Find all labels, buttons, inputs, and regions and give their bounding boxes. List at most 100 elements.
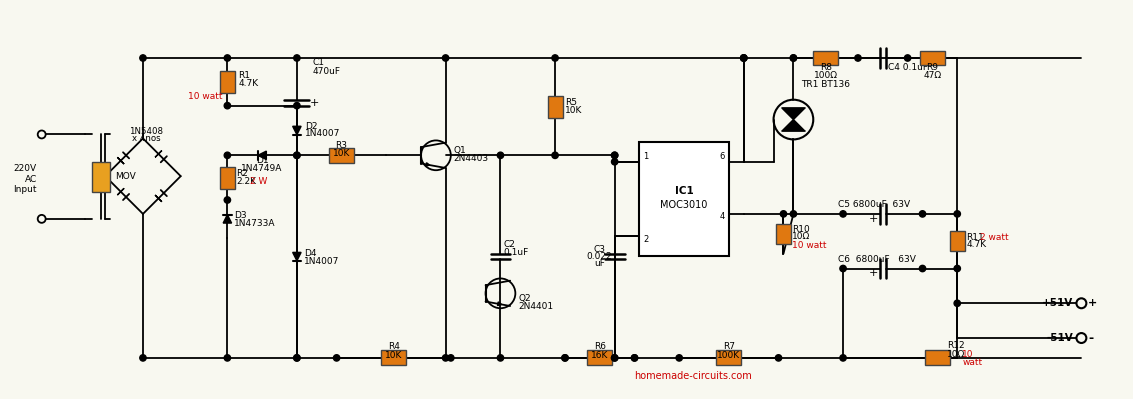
FancyBboxPatch shape (925, 350, 949, 365)
Circle shape (854, 55, 861, 61)
Circle shape (224, 152, 230, 158)
Circle shape (612, 158, 617, 165)
Text: Q2: Q2 (518, 294, 531, 303)
Text: C5 6800uF  63V: C5 6800uF 63V (838, 200, 910, 209)
Text: D3: D3 (235, 211, 247, 220)
Text: 0.1uF: 0.1uF (503, 248, 529, 257)
Circle shape (224, 55, 230, 61)
FancyBboxPatch shape (776, 224, 791, 244)
Text: 2 watt: 2 watt (980, 233, 1008, 242)
Text: MOV: MOV (116, 172, 136, 181)
FancyBboxPatch shape (920, 51, 945, 65)
Circle shape (954, 265, 961, 272)
Circle shape (612, 355, 617, 361)
Text: 1N5408: 1N5408 (129, 127, 163, 136)
Text: C4 0.1uF: C4 0.1uF (888, 63, 928, 73)
Text: 100Ω: 100Ω (813, 71, 837, 80)
Text: 1N4007: 1N4007 (305, 129, 340, 138)
Circle shape (840, 265, 846, 272)
Text: D4: D4 (304, 249, 316, 258)
Circle shape (840, 211, 846, 217)
Text: 10Ω: 10Ω (792, 232, 811, 241)
Text: R7: R7 (723, 342, 735, 352)
Text: R4: R4 (387, 342, 400, 352)
Circle shape (139, 355, 146, 361)
Circle shape (904, 55, 911, 61)
Polygon shape (426, 163, 429, 166)
Circle shape (741, 55, 747, 61)
Circle shape (562, 355, 568, 361)
Text: 1N4749A: 1N4749A (241, 164, 283, 173)
Circle shape (919, 265, 926, 272)
Text: -: - (1089, 332, 1093, 344)
FancyBboxPatch shape (330, 148, 353, 163)
Circle shape (224, 103, 230, 109)
FancyBboxPatch shape (547, 96, 562, 118)
Text: 2: 2 (644, 235, 649, 244)
Polygon shape (223, 215, 231, 223)
Circle shape (497, 355, 504, 361)
FancyBboxPatch shape (220, 167, 235, 189)
FancyBboxPatch shape (220, 71, 235, 93)
Text: 2N4401: 2N4401 (518, 302, 553, 311)
Text: R2: R2 (237, 169, 248, 178)
Text: 4.7K: 4.7K (238, 79, 258, 88)
Text: 10K: 10K (565, 106, 582, 115)
Text: 1: 1 (644, 152, 649, 161)
Text: R10: R10 (792, 225, 810, 234)
Circle shape (919, 211, 926, 217)
Circle shape (954, 211, 961, 217)
Polygon shape (155, 150, 162, 157)
Text: 4.7K: 4.7K (966, 240, 987, 249)
FancyBboxPatch shape (813, 51, 838, 65)
Text: +: + (868, 214, 878, 224)
Text: TR1 BT136: TR1 BT136 (801, 80, 851, 89)
Circle shape (954, 300, 961, 306)
Text: 10: 10 (962, 350, 973, 359)
Circle shape (631, 355, 638, 361)
FancyBboxPatch shape (949, 231, 964, 251)
Text: C2: C2 (503, 240, 516, 249)
Text: D1: D1 (256, 156, 269, 165)
Text: C6  6800uF   63V: C6 6800uF 63V (838, 255, 915, 264)
Circle shape (612, 152, 617, 158)
Text: 16K: 16K (591, 352, 608, 360)
Circle shape (612, 355, 617, 361)
Text: 1N4007: 1N4007 (304, 257, 339, 266)
Text: 220V
AC
Input: 220V AC Input (14, 164, 36, 194)
Text: -51V: -51V (1047, 333, 1073, 343)
Text: watt: watt (962, 358, 982, 367)
Polygon shape (782, 109, 804, 120)
Circle shape (139, 55, 146, 61)
Circle shape (293, 355, 300, 361)
Text: 470uF: 470uF (313, 67, 341, 76)
Circle shape (790, 211, 796, 217)
Polygon shape (155, 195, 162, 202)
Polygon shape (292, 253, 301, 261)
FancyBboxPatch shape (716, 350, 741, 365)
Text: x 4nos: x 4nos (131, 134, 160, 143)
Text: 0.022: 0.022 (586, 252, 612, 261)
Circle shape (775, 355, 782, 361)
Text: Q1: Q1 (454, 146, 467, 155)
Text: 2N4403: 2N4403 (454, 154, 489, 163)
Text: R3: R3 (335, 141, 348, 150)
Circle shape (293, 55, 300, 61)
Text: uF: uF (595, 259, 605, 268)
Text: R9: R9 (927, 63, 938, 73)
Circle shape (224, 355, 230, 361)
Text: +51V: +51V (1042, 298, 1073, 308)
Circle shape (840, 355, 846, 361)
Text: +: + (868, 269, 878, 279)
Text: 10K: 10K (385, 352, 402, 360)
Text: +: + (1089, 298, 1098, 308)
Circle shape (631, 355, 638, 361)
Text: 10Ω: 10Ω (947, 350, 965, 359)
Circle shape (552, 152, 559, 158)
Circle shape (741, 55, 747, 61)
Text: IC1: IC1 (675, 186, 693, 196)
Circle shape (790, 55, 796, 61)
Polygon shape (258, 151, 266, 160)
Circle shape (442, 355, 449, 361)
Text: MOC3010: MOC3010 (661, 200, 708, 210)
